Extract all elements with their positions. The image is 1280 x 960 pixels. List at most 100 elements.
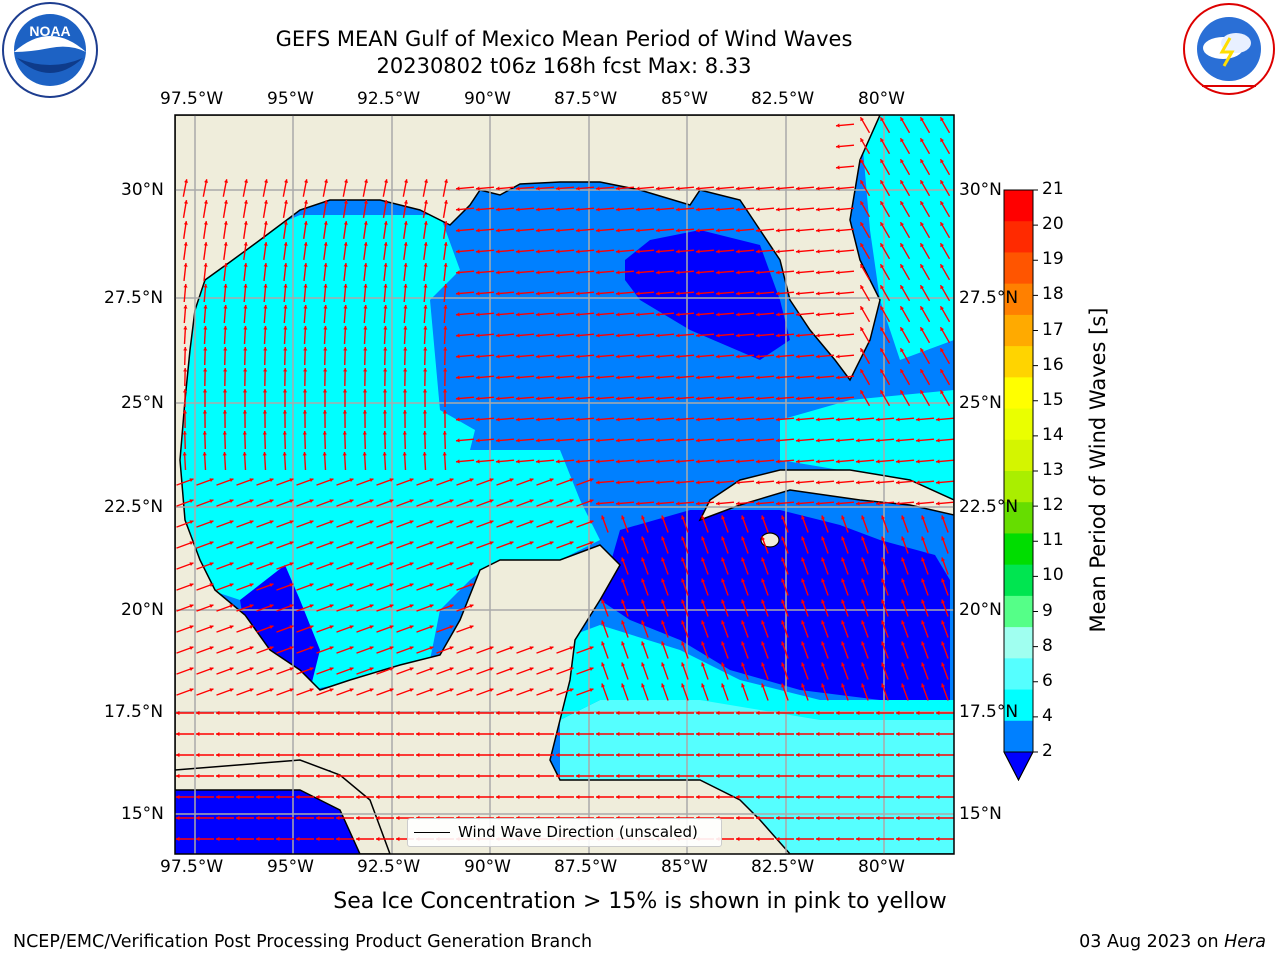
colorbar-tick-label: 11 [1042, 530, 1064, 551]
wind-wave-arrowhead [661, 662, 665, 667]
wind-wave-arrowhead [900, 327, 904, 332]
wind-wave-arrowhead [363, 221, 368, 225]
wind-wave-arrowhead [701, 620, 705, 625]
wind-wave-arrowhead [356, 815, 360, 821]
wind-wave-arrowhead [216, 731, 220, 737]
wind-wave-arrowhead [516, 459, 520, 464]
lat-label-left: 30°N [121, 180, 164, 200]
wind-wave-arrowhead [880, 264, 884, 269]
wind-wave-arrowhead [776, 438, 780, 443]
wind-wave-arrowhead [362, 431, 367, 435]
wind-wave-arrowhead [182, 389, 188, 393]
wind-wave-arrowhead [262, 410, 267, 414]
wind-wave-arrowhead [596, 731, 600, 737]
wind-wave-arrowhead [716, 396, 720, 401]
wind-wave-arrowhead [856, 459, 860, 464]
wind-wave-arrowhead [309, 562, 314, 566]
wind-wave-arrowhead [396, 731, 400, 737]
wind-wave-arrowhead [621, 641, 625, 646]
lat-label-left: 25°N [121, 393, 164, 413]
wind-wave-arrowhead [596, 270, 600, 275]
wind-wave-arrowhead [496, 186, 500, 191]
wind-wave-arrowhead [589, 541, 594, 545]
wind-wave-arrowhead [229, 688, 234, 692]
wind-wave-arrowhead [429, 562, 434, 566]
wind-wave-arrowhead [322, 431, 327, 435]
wind-wave-arrowhead [940, 222, 944, 227]
wind-wave-arrowhead [736, 375, 740, 380]
wind-wave-arrowhead [423, 347, 428, 351]
wind-wave-arrowhead [496, 354, 500, 359]
wind-wave-arrowhead [389, 625, 394, 629]
wind-wave-arrowhead [756, 396, 760, 401]
wind-wave-arrowhead [656, 480, 660, 485]
wind-wave-arrowhead [189, 562, 194, 566]
wind-wave-arrowhead [349, 646, 354, 650]
wind-wave-arrowhead [216, 752, 220, 758]
wind-wave-arrowhead [323, 200, 328, 204]
wind-wave-arrowhead [776, 396, 780, 401]
wind-wave-arrowhead [263, 368, 268, 372]
wind-wave-arrowhead [576, 459, 580, 464]
wind-wave-arrowhead [556, 396, 560, 401]
colorbar-tick-label: 2 [1042, 741, 1053, 761]
wind-wave-arrowhead [283, 242, 288, 246]
wind-wave-arrowhead [900, 243, 904, 248]
wind-wave-arrowhead [416, 710, 420, 716]
wind-wave-arrowhead [549, 499, 554, 503]
wind-wave-arrowhead [443, 368, 448, 372]
wind-wave-arrowhead [229, 541, 234, 545]
wind-wave-arrowhead [841, 662, 845, 667]
wind-wave-arrowhead [920, 180, 924, 185]
wind-wave-arrowhead [856, 501, 860, 506]
wind-wave-arrowhead [409, 499, 414, 503]
wind-wave-arrowhead [736, 333, 740, 338]
wind-wave-arrowhead [402, 431, 407, 435]
wind-wave-arrowhead [202, 431, 207, 435]
wind-wave-arrowhead [596, 312, 600, 317]
wind-wave-arrowhead [836, 752, 840, 758]
wind-wave-arrowhead [536, 312, 540, 317]
wind-wave-arrowhead [509, 646, 514, 650]
wind-wave-arrowhead [516, 794, 520, 800]
wind-wave-arrowhead [756, 438, 760, 443]
wind-wave-arrowhead [443, 284, 448, 288]
wind-wave-arrowhead [249, 478, 254, 482]
wind-wave-arrowhead [716, 333, 720, 338]
wind-wave-arrowhead [721, 620, 725, 625]
wind-wave-arrowhead [876, 836, 880, 842]
wind-wave-arrowhead [496, 438, 500, 443]
wind-wave-arrowhead [900, 117, 904, 122]
wind-wave-arrowhead [456, 773, 460, 779]
wind-wave-arrowhead [721, 683, 725, 688]
wind-wave-arrowhead [296, 731, 300, 737]
wind-wave-arrowhead [536, 417, 540, 422]
wind-wave-arrowhead [383, 263, 388, 267]
wind-wave-arrowhead [861, 578, 865, 583]
wind-wave-arrowhead [243, 284, 248, 288]
wind-wave-arrowhead [263, 305, 268, 309]
wind-wave-arrowhead [576, 186, 580, 191]
colorbar-segment [1004, 377, 1033, 410]
wind-wave-arrowhead [756, 186, 760, 191]
wind-wave-arrowhead [836, 228, 840, 233]
wind-wave-arrowhead [756, 375, 760, 380]
wind-wave-arrowhead [921, 515, 925, 520]
lat-label-right: 25°N [959, 393, 1002, 413]
wind-wave-arrowhead [816, 480, 820, 485]
wind-wave-arrowhead [860, 138, 864, 143]
wind-wave-arrowhead [601, 683, 605, 688]
wind-wave-arrowhead [529, 667, 534, 671]
wind-wave-arrowhead [456, 186, 460, 191]
wind-wave-arrowhead [696, 417, 700, 422]
wind-wave-arrowhead [796, 186, 800, 191]
noaa-logo-text: NOAA [29, 23, 70, 39]
wind-wave-arrowhead [756, 333, 760, 338]
wind-wave-arrowhead [556, 312, 560, 317]
wind-wave-arrowhead [269, 667, 274, 671]
wind-wave-arrowhead [676, 417, 680, 422]
wind-wave-arrowhead [741, 662, 745, 667]
wind-wave-arrowhead [262, 452, 267, 456]
wind-wave-arrowhead [596, 773, 600, 779]
wind-wave-arrowhead [476, 186, 480, 191]
